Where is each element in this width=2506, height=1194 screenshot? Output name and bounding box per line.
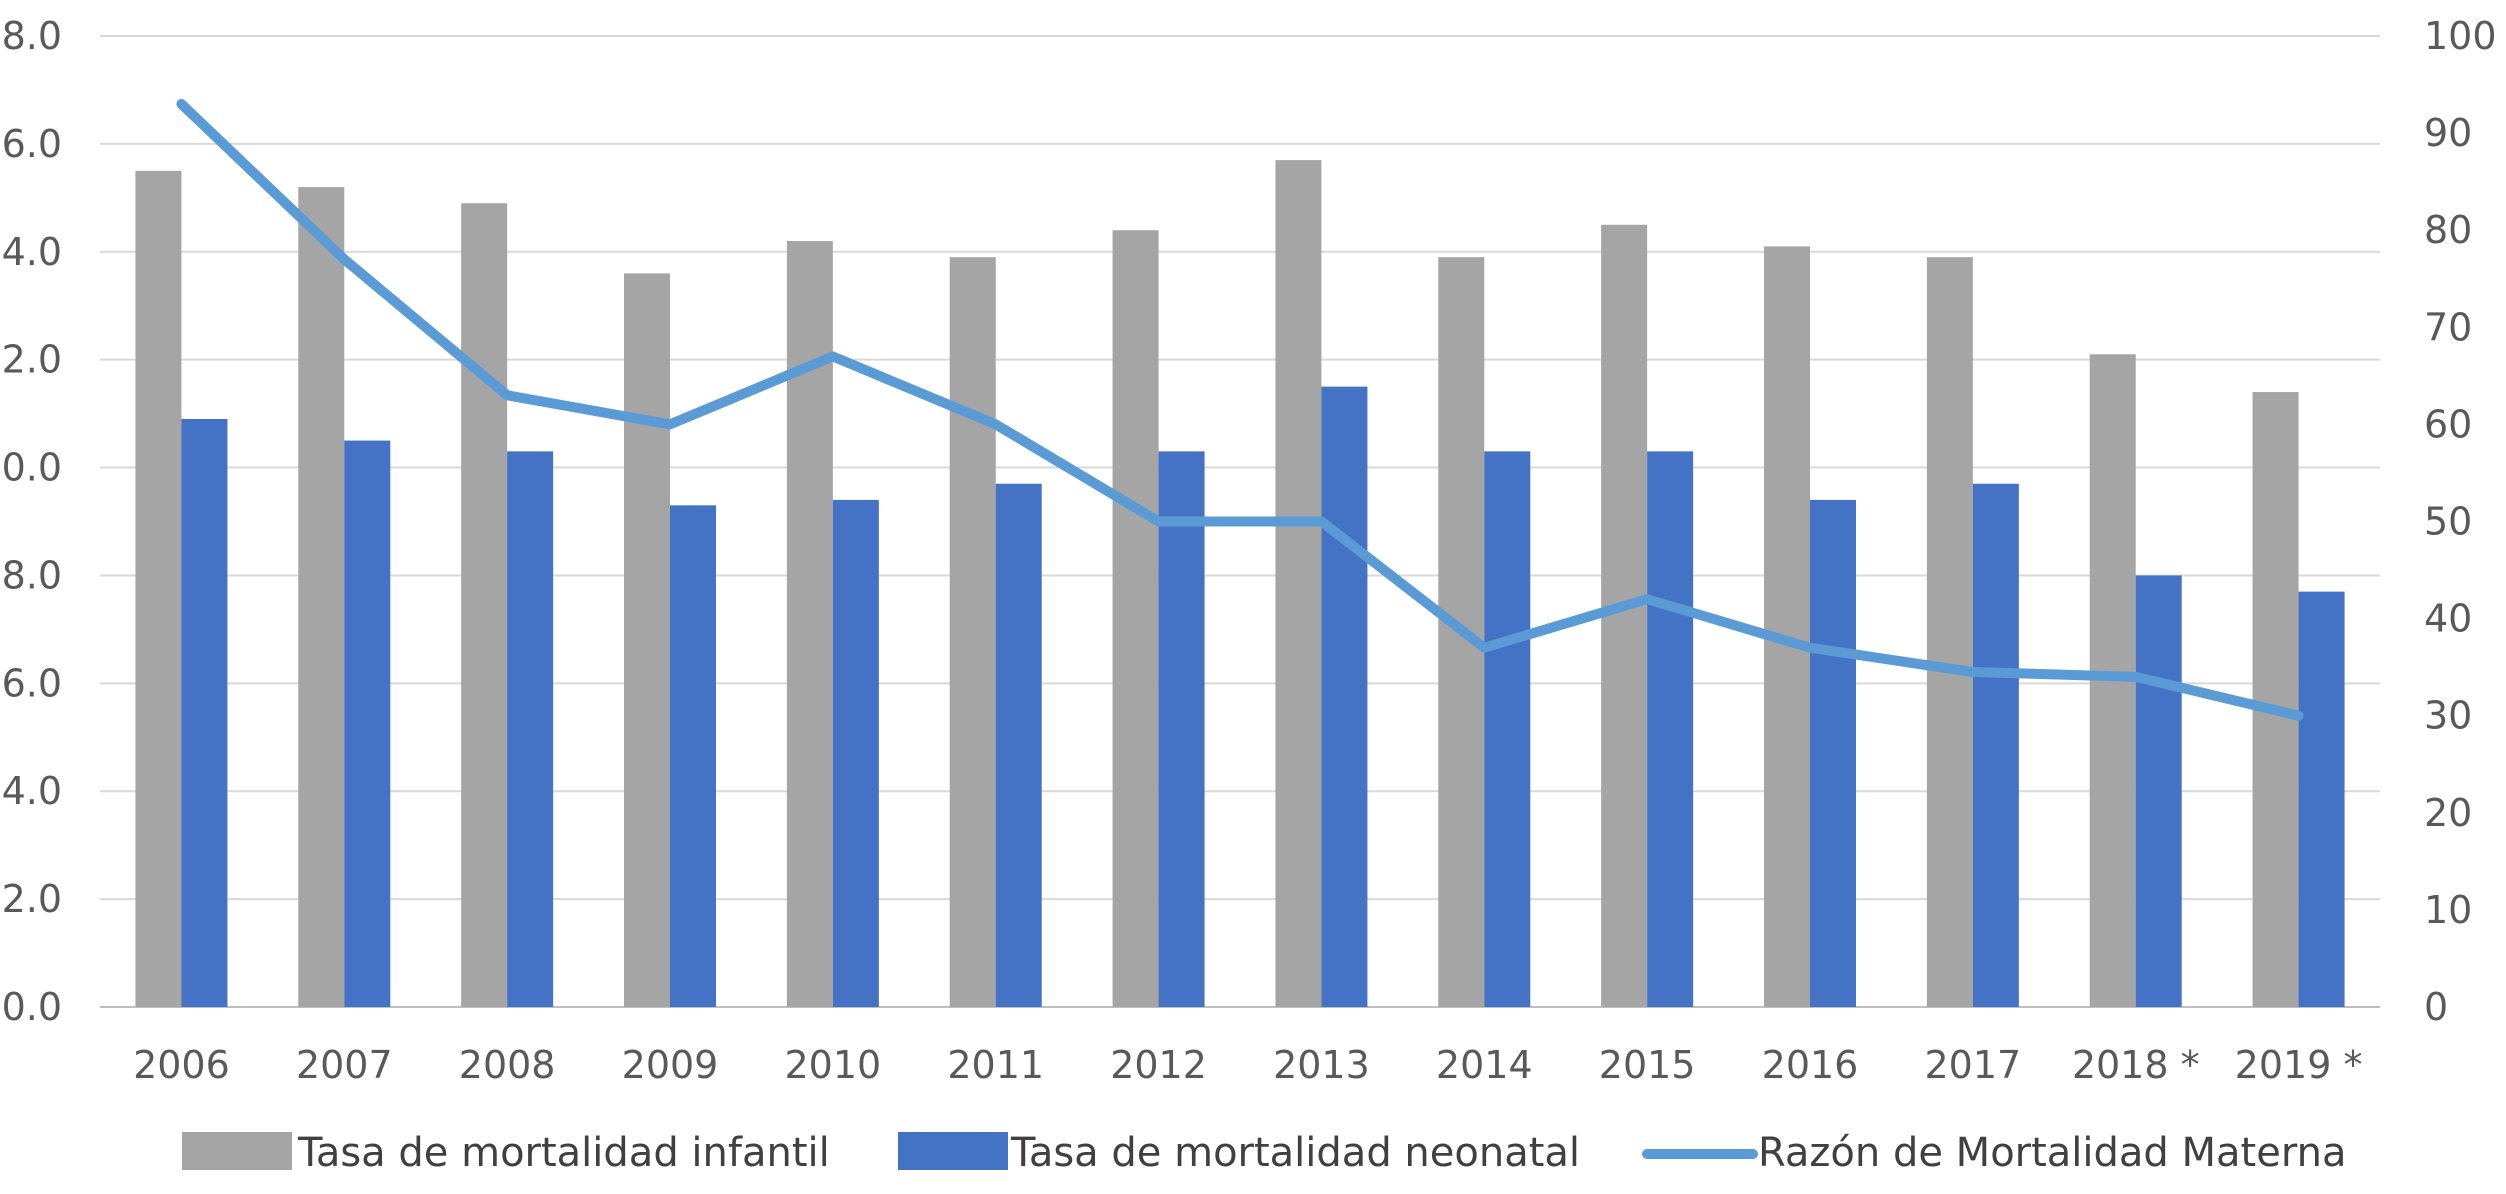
bar-infantil <box>135 170 182 1008</box>
left-tick-label: 2.0 <box>2 877 62 921</box>
bar-neonatal <box>1484 451 1531 1008</box>
bar-neonatal <box>1972 483 2019 1007</box>
bar-neonatal <box>2298 591 2345 1007</box>
x-tick-label: 2019 * <box>2235 1043 2363 1087</box>
right-tick-label: 60 <box>2424 402 2472 446</box>
line-point <box>994 423 997 426</box>
right-tick-label: 10 <box>2424 888 2472 932</box>
legend-label: Tasa de mortalidad infantil <box>297 1130 830 1176</box>
bar-neonatal <box>995 483 1042 1007</box>
line-point <box>180 102 183 105</box>
bar-infantil <box>949 257 996 1007</box>
bar-neonatal <box>1647 451 1694 1008</box>
right-axis-ticks: 0 10 20 30 40 50 60 70 80 90 100 <box>2424 14 2497 1029</box>
line-point <box>2297 714 2300 717</box>
line-point <box>2134 675 2137 678</box>
legend-swatch <box>898 1132 1008 1170</box>
bar-neonatal <box>1810 499 1856 1007</box>
line-point <box>1809 646 1811 649</box>
bar-neonatal <box>832 499 879 1007</box>
bar-neonatal <box>1321 386 1368 1007</box>
left-tick-label: 16.0 <box>0 122 62 166</box>
right-tick-label: 50 <box>2424 500 2472 544</box>
bars-layer <box>135 160 2345 1008</box>
left-tick-label: 6.0 <box>2 661 62 705</box>
line-point <box>669 423 671 426</box>
line-point <box>1320 520 1323 523</box>
legend: Tasa de mortalidad infantil Tasa de morta… <box>182 1130 2346 1176</box>
legend-swatch <box>182 1132 292 1170</box>
bar-infantil <box>461 203 508 1007</box>
left-tick-label: 0.0 <box>2 985 62 1029</box>
x-tick-label: 2015 <box>1599 1043 1696 1087</box>
legend-label: Tasa de mortalidad neonatal <box>1010 1130 1580 1176</box>
bar-neonatal <box>670 505 716 1007</box>
right-tick-label: 40 <box>2424 597 2472 641</box>
legend-label: Razón de Mortalidad Materna <box>1758 1130 2346 1176</box>
x-tick-label: 2016 <box>1762 1043 1859 1087</box>
x-tick-label: 2012 <box>1110 1043 1207 1087</box>
left-tick-label: 14.0 <box>0 230 62 274</box>
right-tick-label: 90 <box>2424 111 2472 155</box>
x-axis-ticks: 2006 2007 2008 2009 2010 2011 2012 2013 2014 2015… <box>133 1043 2362 1087</box>
bar-neonatal <box>1158 451 1205 1008</box>
x-tick-label: 2010 <box>784 1043 881 1087</box>
bar-infantil <box>1764 246 1810 1008</box>
series-line-materna <box>176 98 2304 721</box>
line-point <box>1646 598 1649 601</box>
bar-infantil <box>2252 392 2299 1007</box>
line-point <box>1157 520 1160 523</box>
bar-infantil <box>1112 230 1159 1007</box>
bar-infantil <box>1275 160 1322 1008</box>
line-point <box>1483 646 1486 649</box>
left-tick-label: 4.0 <box>2 769 62 813</box>
x-tick-label: 2006 <box>133 1043 230 1087</box>
x-tick-label: 2008 <box>459 1043 556 1087</box>
left-tick-label: 18.0 <box>0 14 62 58</box>
bar-infantil <box>1601 224 1648 1008</box>
bar-neonatal <box>507 451 554 1008</box>
bar-infantil <box>1926 257 1973 1007</box>
x-tick-label: 2017 <box>1924 1043 2021 1087</box>
line-layer <box>176 98 2304 721</box>
left-axis-ticks: 0.0 2.0 4.0 6.0 8.0 10.0 12.0 14.0 16.0 18.0 <box>0 14 62 1029</box>
line-point <box>1971 671 1974 674</box>
x-tick-label: 2007 <box>296 1043 393 1087</box>
bar-neonatal <box>2135 575 2182 1007</box>
bar-neonatal <box>344 440 391 1007</box>
right-tick-label: 0 <box>2424 985 2448 1029</box>
x-tick-label: 2009 <box>622 1043 719 1087</box>
right-tick-label: 30 <box>2424 694 2472 738</box>
x-tick-label: 2018 * <box>2072 1043 2200 1087</box>
line-point <box>831 355 834 358</box>
bar-infantil <box>624 273 670 1007</box>
bar-neonatal <box>181 419 228 1007</box>
line-point <box>506 394 509 397</box>
x-tick-label: 2014 <box>1436 1043 1533 1087</box>
x-tick-label: 2011 <box>947 1043 1044 1087</box>
right-tick-label: 20 <box>2424 791 2472 835</box>
x-tick-label: 2013 <box>1273 1043 1370 1087</box>
right-tick-label: 80 <box>2424 208 2472 252</box>
line-point <box>343 258 346 261</box>
bar-infantil <box>298 187 345 1008</box>
right-tick-label: 70 <box>2424 305 2472 349</box>
left-tick-label: 12.0 <box>0 338 62 382</box>
right-tick-label: 100 <box>2424 14 2497 58</box>
left-tick-label: 8.0 <box>2 553 62 597</box>
left-tick-label: 10.0 <box>0 446 62 490</box>
